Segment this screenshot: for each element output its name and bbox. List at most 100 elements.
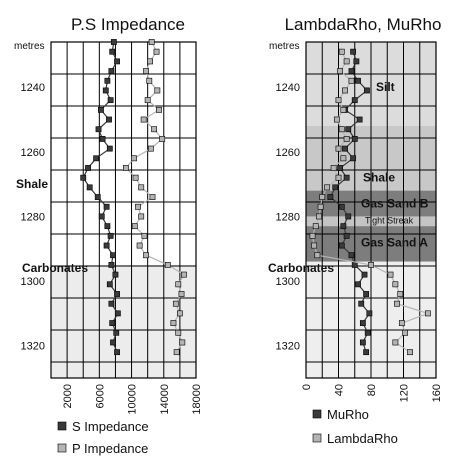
data-point: [355, 281, 361, 288]
annotation-tight-streak: Tight Streak: [365, 216, 414, 226]
data-point: [311, 242, 318, 249]
data-point: [364, 87, 370, 94]
lambda-mu-chart-title: LambdaRho, MuRho: [285, 15, 442, 34]
data-point: [350, 48, 357, 55]
data-point: [356, 116, 363, 123]
data-point: [144, 97, 151, 104]
data-point: [103, 203, 110, 210]
x-tick-label: 6000: [94, 384, 106, 408]
data-point: [424, 310, 431, 317]
data-point: [159, 136, 166, 142]
data-point: [138, 184, 145, 191]
data-point: [132, 174, 139, 181]
data-point: [338, 203, 345, 210]
legend-label: LambdaRho: [327, 431, 398, 446]
depth-tick-label: 1300: [276, 276, 300, 288]
x-tick-label: 10000: [127, 384, 139, 415]
data-point: [402, 329, 409, 336]
data-point: [340, 106, 347, 113]
data-point: [361, 271, 368, 278]
data-point: [363, 291, 370, 297]
legend-swatch: [312, 409, 322, 419]
data-point: [98, 106, 104, 113]
annotation-carbonates: Carbonates: [22, 261, 88, 275]
data-point: [343, 174, 350, 181]
depth-tick-label: 1240: [276, 82, 300, 94]
annotation-shale: Shale: [363, 171, 395, 185]
data-point: [355, 77, 361, 84]
impedance-chart-title: P.S Impedance: [71, 15, 185, 34]
data-point: [179, 339, 186, 346]
data-point: [345, 126, 352, 133]
data-point: [106, 116, 112, 123]
data-point: [110, 252, 116, 259]
data-point: [164, 262, 171, 268]
data-point: [146, 77, 153, 84]
data-point: [147, 58, 153, 65]
x-tick-label: 40: [334, 384, 346, 396]
data-point: [107, 97, 114, 104]
data-point: [102, 87, 109, 94]
data-point: [109, 48, 116, 55]
data-point: [364, 329, 371, 336]
x-tick-label: 18000: [191, 384, 203, 415]
data-point: [394, 300, 400, 307]
data-point: [151, 126, 158, 133]
data-point: [314, 252, 321, 259]
data-point: [342, 87, 348, 94]
data-point: [397, 291, 404, 297]
legend-label: P Impedance: [72, 441, 148, 456]
data-point: [348, 68, 355, 74]
annotation-gas-sand-b: Gas Sand B: [361, 197, 429, 211]
data-point: [340, 155, 347, 162]
data-point: [348, 252, 355, 259]
data-point: [108, 68, 115, 74]
data-point: [175, 281, 182, 288]
data-point: [333, 116, 340, 123]
lambda-mu-depth-unit: metres: [269, 41, 300, 52]
depth-tick-label: 1260: [276, 147, 300, 159]
data-point: [324, 184, 331, 191]
data-point: [343, 58, 350, 65]
data-point: [312, 223, 319, 230]
data-point: [316, 213, 322, 220]
data-point: [335, 97, 342, 104]
data-point: [109, 320, 116, 326]
data-point: [147, 145, 154, 152]
data-point: [350, 155, 357, 162]
data-point: [327, 194, 334, 200]
annotation-carbonates: Carbonates: [268, 261, 334, 275]
data-point: [141, 232, 148, 239]
data-point: [114, 291, 120, 297]
data-point: [332, 184, 339, 191]
data-point: [110, 339, 116, 346]
depth-tick-label: 1280: [276, 211, 300, 223]
data-point: [114, 58, 120, 65]
data-point: [387, 271, 394, 278]
data-point: [107, 232, 114, 239]
data-point: [398, 320, 405, 326]
data-point: [106, 281, 113, 288]
data-point: [108, 262, 115, 268]
data-point: [153, 48, 160, 55]
data-point: [175, 329, 182, 336]
data-point: [317, 203, 324, 210]
data-point: [85, 165, 91, 171]
data-point: [106, 145, 113, 152]
data-point: [135, 203, 141, 210]
data-point: [98, 213, 105, 220]
x-tick-label: 80: [366, 384, 378, 396]
data-point: [338, 242, 345, 249]
data-point: [112, 271, 119, 278]
plot-frame: [305, 41, 437, 379]
data-point: [114, 349, 120, 356]
data-point: [143, 68, 149, 74]
data-point: [353, 58, 360, 65]
depth-tick-label: 1300: [21, 276, 45, 288]
data-point: [343, 232, 350, 239]
data-point: [363, 349, 370, 356]
annotation-shale: Shale: [16, 177, 48, 191]
data-point: [337, 165, 344, 171]
data-point: [114, 310, 121, 317]
